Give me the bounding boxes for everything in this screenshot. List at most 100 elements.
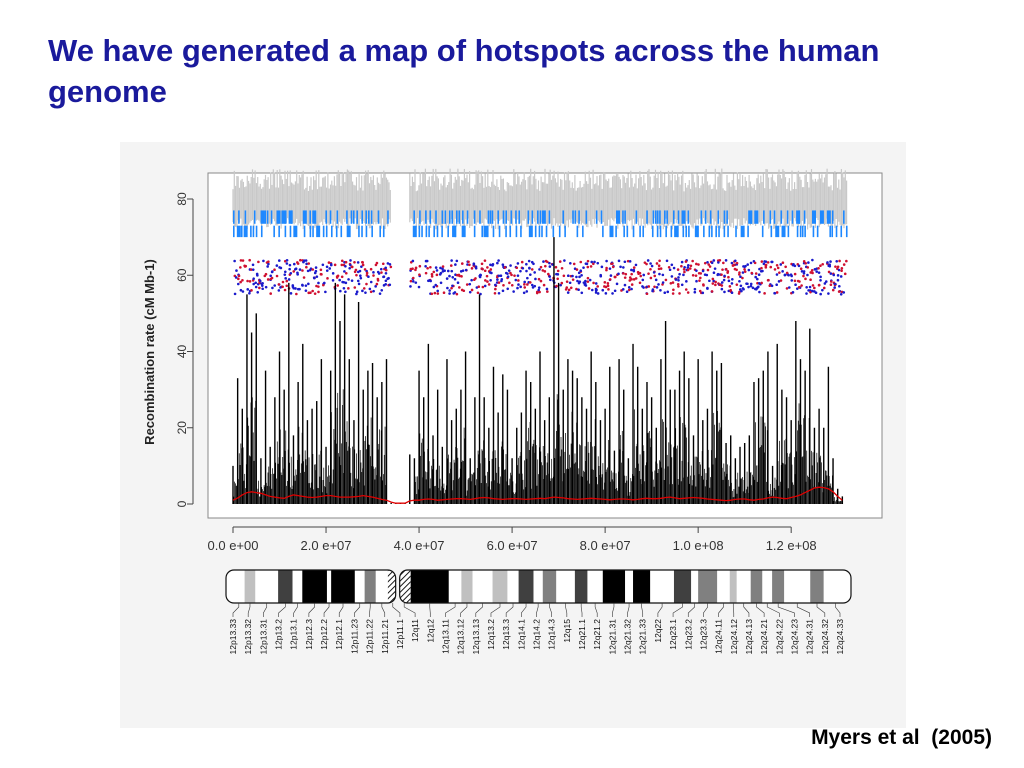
tick-track-mark xyxy=(515,225,518,238)
tick-track-mark xyxy=(763,210,765,224)
tick-track-mark xyxy=(330,225,333,238)
band-connector xyxy=(429,603,431,617)
tick-track-mark xyxy=(664,210,666,224)
hotspot-point xyxy=(688,267,692,270)
hotspot-point xyxy=(347,287,350,290)
hotspot-point xyxy=(766,279,770,282)
tick-track-mark xyxy=(735,225,737,238)
tick-track-mark xyxy=(288,210,293,224)
hotspot-point xyxy=(653,285,656,289)
tick-track-mark xyxy=(253,210,256,224)
hotspot-point xyxy=(508,281,511,285)
hotspot-point xyxy=(514,278,518,282)
ideogram-band xyxy=(461,570,473,603)
hotspot-point xyxy=(388,283,392,287)
hotspot-point xyxy=(343,270,346,273)
hotspot-point xyxy=(760,281,763,285)
hotspot-point xyxy=(379,267,383,271)
hotspot-point xyxy=(560,281,564,285)
tick-track-mark xyxy=(677,225,679,238)
y-tick-label: 80 xyxy=(175,192,189,206)
band-label: 12q13.11 xyxy=(440,619,450,654)
hotspot-point xyxy=(239,288,243,292)
tick-track-mark xyxy=(717,210,720,224)
hotspot-point xyxy=(519,269,522,273)
hotspot-point xyxy=(594,287,598,291)
tick-track-mark xyxy=(451,210,454,224)
hotspot-point xyxy=(735,283,739,286)
hotspot-point xyxy=(630,268,633,272)
hotspot-point xyxy=(545,287,549,291)
hotspot-point xyxy=(269,274,272,278)
hotspot-point xyxy=(465,283,469,286)
tick-track-mark xyxy=(244,210,247,224)
hotspot-point xyxy=(691,259,694,263)
hotspot-point xyxy=(638,271,642,275)
tick-track-mark xyxy=(541,210,546,224)
hotspot-point xyxy=(632,269,636,273)
hotspot-point xyxy=(779,263,783,266)
tick-track-mark xyxy=(293,225,298,238)
hotspot-point xyxy=(740,289,743,293)
hotspot-point xyxy=(775,263,779,267)
hotspot-point xyxy=(605,268,608,272)
hotspot-point xyxy=(468,290,472,294)
hotspot-point xyxy=(625,290,629,294)
hotspot-point xyxy=(651,289,654,293)
hotspot-point xyxy=(287,278,291,281)
tick-track-mark xyxy=(329,210,332,224)
hotspot-point xyxy=(821,262,825,266)
hotspot-point xyxy=(776,266,780,270)
hotspot-point xyxy=(344,281,348,285)
y-tick-label: 40 xyxy=(175,345,189,359)
hotspot-point xyxy=(756,286,759,289)
hotspot-point xyxy=(730,291,734,295)
hotspot-point xyxy=(634,277,638,280)
hotspot-point xyxy=(324,290,327,294)
tick-track-mark xyxy=(651,225,654,238)
hotspot-point xyxy=(578,275,581,279)
hotspot-point xyxy=(836,265,840,269)
ideogram-band xyxy=(354,570,365,603)
hotspot-point xyxy=(714,280,717,284)
hotspot-point xyxy=(289,271,293,275)
tick-track-mark xyxy=(781,225,786,238)
hotspot-point xyxy=(386,277,389,281)
hotspot-point xyxy=(476,291,480,295)
tick-track-mark xyxy=(769,210,772,224)
hotspot-point xyxy=(670,263,674,267)
hotspot-point xyxy=(769,265,773,269)
hotspot-point xyxy=(627,286,631,289)
tick-track-mark xyxy=(281,210,286,224)
hotspot-point xyxy=(701,291,705,295)
hotspot-point xyxy=(460,275,463,278)
hotspot-point xyxy=(611,292,614,295)
hotspot-point xyxy=(381,262,385,266)
hotspot-point xyxy=(424,271,428,275)
hotspot-point xyxy=(308,268,312,272)
ideogram-band xyxy=(750,570,763,603)
hotspot-point xyxy=(486,280,489,283)
hotspot-point xyxy=(562,274,566,278)
hotspot-point xyxy=(738,279,741,283)
hotspot-point xyxy=(252,282,255,286)
band-label: 12p11.23 xyxy=(349,619,359,654)
hotspot-point xyxy=(676,268,680,271)
tick-track-mark xyxy=(723,225,726,238)
tick-track-mark xyxy=(595,210,598,224)
hotspot-point xyxy=(546,260,549,264)
hotspot-point xyxy=(353,286,357,289)
tick-track-mark xyxy=(316,225,321,238)
tick-track-mark xyxy=(452,225,457,238)
hotspot-point xyxy=(320,273,323,276)
hotspot-point xyxy=(369,290,373,294)
hotspot-point xyxy=(781,270,784,273)
hotspot-point xyxy=(687,263,690,267)
hotspot-point xyxy=(409,279,413,283)
tick-track-mark xyxy=(804,225,806,238)
hotspot-point xyxy=(580,274,583,277)
hotspot-point xyxy=(538,268,541,271)
hotspot-point xyxy=(374,285,377,288)
hotspot-point xyxy=(813,286,816,290)
hotspot-point xyxy=(770,260,774,264)
